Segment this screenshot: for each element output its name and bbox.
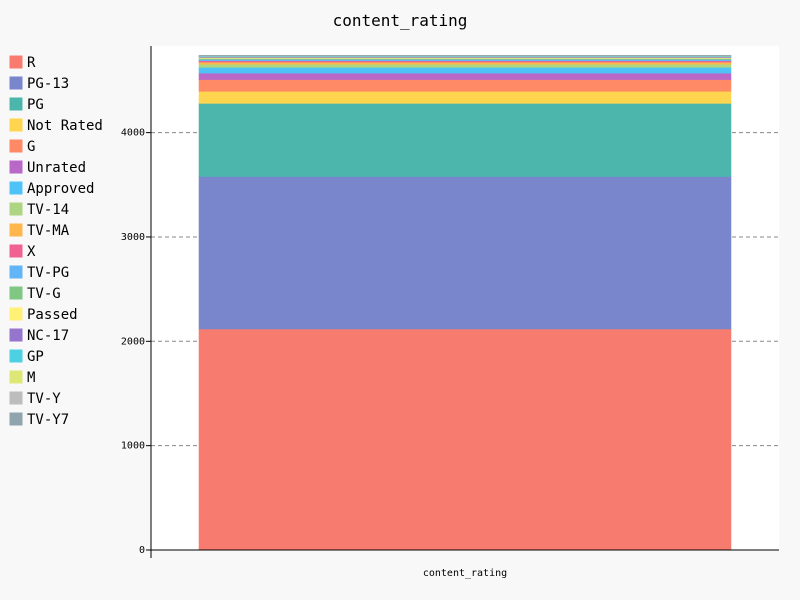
legend-item-tv-y7: TV-Y7: [9, 412, 69, 428]
legend-swatch: [9, 202, 23, 216]
legend-swatch: [9, 97, 23, 111]
legend-swatch: [9, 55, 23, 69]
legend-swatch: [9, 223, 23, 237]
bar-segment-tv-ma: [198, 61, 732, 65]
legend-item-r: R: [9, 55, 36, 71]
bar-segment-r: [198, 328, 732, 551]
legend-label: PG: [27, 97, 44, 113]
legend-label: Passed: [27, 307, 78, 323]
legend-swatch: [9, 76, 23, 90]
bar-segment-pg: [198, 103, 732, 177]
legend-swatch: [9, 307, 23, 321]
legend-item-approved: Approved: [9, 181, 94, 197]
y-tick-label: 1000: [121, 441, 145, 452]
legend-label: NC-17: [27, 328, 69, 344]
y-tick-label: 0: [139, 545, 145, 556]
legend-swatch: [9, 391, 23, 405]
bar-segment-not-rated: [198, 90, 732, 104]
y-tick-labels: 0 1000 2000 3000 4000: [121, 128, 151, 556]
chart-title: content_rating: [333, 11, 468, 30]
legend-label: X: [27, 244, 36, 260]
bar-segment-tv-14: [198, 63, 732, 68]
legend-item-not-rated: Not Rated: [9, 118, 103, 134]
legend-label: GP: [27, 349, 44, 365]
y-tick-label: 4000: [121, 128, 145, 139]
legend-label: TV-MA: [27, 223, 70, 239]
legend-item-passed: Passed: [9, 307, 78, 323]
legend-swatch: [9, 349, 23, 363]
legend-swatch: [9, 265, 23, 279]
legend-item-g: G: [9, 139, 35, 155]
x-axis-label: content_rating: [423, 568, 507, 579]
legend-item-m: M: [9, 370, 35, 386]
legend-swatch: [9, 244, 23, 258]
legend-label: Unrated: [27, 160, 86, 176]
legend-item-tv-14: TV-14: [9, 202, 69, 218]
legend-swatch: [9, 286, 23, 300]
legend-swatch: [9, 412, 23, 426]
y-tick-label: 2000: [121, 336, 145, 347]
stacked-bar: [198, 55, 732, 551]
legend-label: TV-PG: [27, 265, 69, 281]
legend-label: R: [27, 55, 36, 71]
legend-label: G: [27, 139, 35, 155]
bar-segment-g: [198, 79, 732, 92]
legend-item-tv-pg: TV-PG: [9, 265, 69, 281]
legend-label: Approved: [27, 181, 94, 197]
bar-segment-tv-y7: [198, 55, 732, 57]
legend-swatch: [9, 160, 23, 174]
legend-item-unrated: Unrated: [9, 160, 86, 176]
legend-item-nc-17: NC-17: [9, 328, 69, 344]
bar-segment-pg-13: [198, 176, 732, 330]
legend-item-pg: PG: [9, 97, 44, 113]
legend-label: TV-Y7: [27, 412, 69, 428]
legend-label: PG-13: [27, 76, 69, 92]
legend-label: Not Rated: [27, 118, 103, 134]
legend-swatch: [9, 181, 23, 195]
legend-item-tv-ma: TV-MA: [9, 223, 70, 239]
legend: R PG-13 PG Not Rated G Unrated Approved TV-14 TV…: [9, 55, 103, 428]
bar-segment-approved: [198, 67, 732, 74]
bar-segment-unrated: [198, 72, 732, 80]
legend-item-tv-g: TV-G: [9, 286, 61, 302]
legend-item-pg-13: PG-13: [9, 76, 69, 92]
legend-swatch: [9, 139, 23, 153]
legend-label: TV-G: [27, 286, 61, 302]
legend-item-gp: GP: [9, 349, 44, 365]
legend-label: M: [27, 370, 35, 386]
legend-item-tv-y: TV-Y: [9, 391, 61, 407]
legend-swatch: [9, 328, 23, 342]
legend-swatch: [9, 370, 23, 384]
legend-label: TV-14: [27, 202, 69, 218]
legend-swatch: [9, 118, 23, 132]
y-tick-label: 3000: [121, 232, 145, 243]
legend-label: TV-Y: [27, 391, 61, 407]
legend-item-x: X: [9, 244, 36, 260]
